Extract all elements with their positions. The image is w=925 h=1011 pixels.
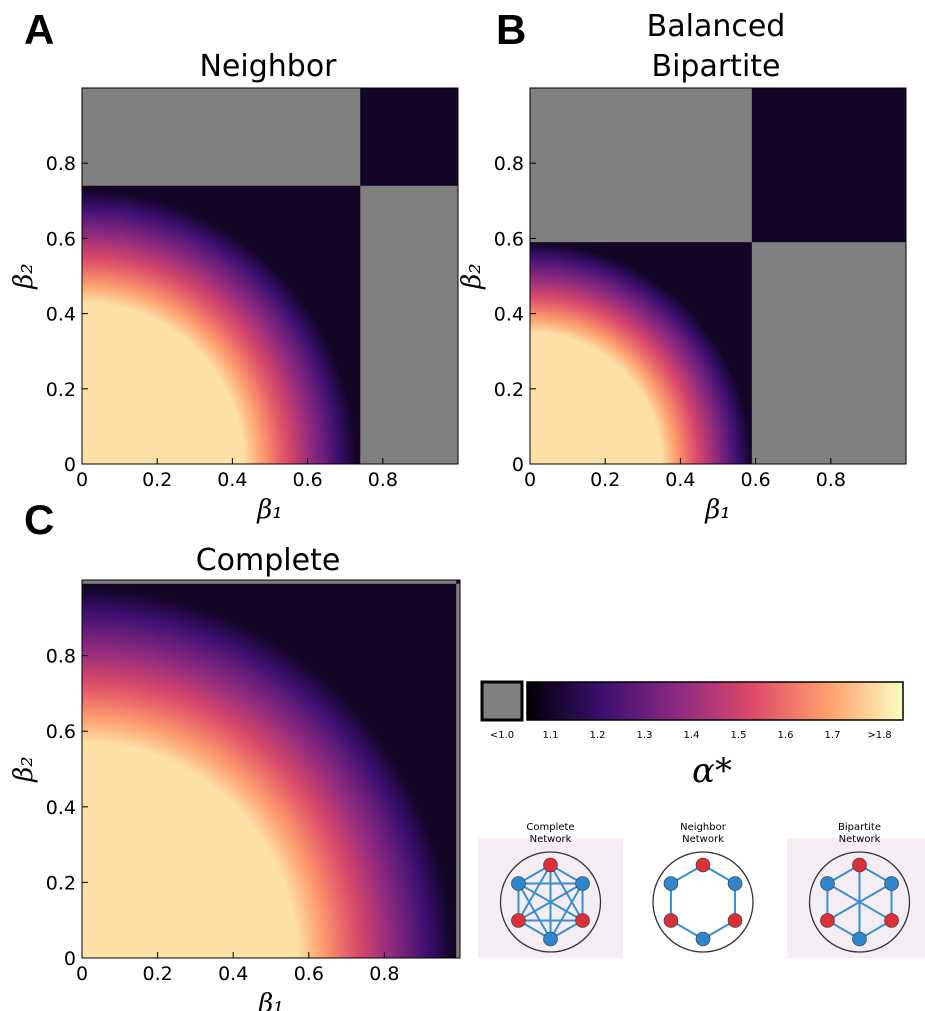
- y-axis-label: β₂: [9, 263, 39, 289]
- network-node: [852, 857, 867, 873]
- y-tick-label: 0.4: [494, 304, 524, 326]
- network-node: [695, 857, 711, 873]
- heat-field: [530, 242, 752, 464]
- network-node: [884, 913, 899, 928]
- x-tick-label: 0.2: [142, 963, 172, 985]
- x-tick-label: 0.4: [218, 963, 248, 985]
- network-node: [695, 931, 711, 947]
- x-tick-label: 0.4: [665, 469, 695, 491]
- x-tick-label: 0.2: [142, 469, 172, 491]
- y-tick-label: 0.8: [494, 153, 524, 175]
- y-axis-label: β₂: [9, 756, 39, 782]
- network-label: Network: [839, 834, 881, 845]
- x-axis-label: β₁: [257, 989, 283, 1011]
- y-tick-label: 0.8: [46, 153, 76, 175]
- colorbar-tick-label: 1.1: [543, 730, 559, 741]
- y-tick-label: 0.6: [46, 228, 76, 250]
- colorbar-label: α*: [692, 751, 732, 791]
- heat-corner: [360, 88, 458, 186]
- x-tick-label: 0: [76, 963, 88, 985]
- network-label: Bipartite: [838, 822, 881, 833]
- y-tick-label: 0: [64, 454, 76, 476]
- x-axis-label: β₁: [704, 495, 730, 525]
- panel-letter: A: [24, 6, 54, 53]
- network-node: [511, 913, 526, 928]
- heat-field: [82, 583, 457, 958]
- x-tick-label: 0.6: [292, 469, 322, 491]
- network-node: [575, 913, 590, 928]
- x-tick-label: 0.6: [294, 963, 324, 985]
- network-node: [543, 857, 558, 873]
- network-label: Neighbor: [680, 822, 727, 833]
- y-tick-label: 0: [64, 948, 76, 970]
- y-tick-label: 0.4: [46, 304, 76, 326]
- network-label: Complete: [526, 822, 574, 833]
- colorbar: [526, 681, 904, 721]
- panel-title: Complete: [196, 543, 341, 578]
- network-outline: [652, 851, 754, 953]
- colorbar-tick-label: 1.4: [684, 730, 700, 741]
- network-node: [727, 913, 743, 928]
- colorbar-tick-label: 1.5: [731, 730, 747, 741]
- y-tick-label: 0.2: [46, 872, 76, 894]
- network-node: [820, 876, 835, 891]
- panel-letter: B: [496, 6, 526, 53]
- network-edge: [517, 882, 584, 922]
- panel-title: Bipartite: [652, 49, 781, 84]
- network-label: Network: [530, 834, 572, 845]
- network-edge: [826, 882, 893, 922]
- y-tick-label: 0.2: [494, 379, 524, 401]
- colorbar-tick-label: 1.3: [637, 730, 653, 741]
- heat-corner: [456, 580, 460, 584]
- colorbar-tick-label: 1.6: [778, 730, 794, 741]
- x-tick-label: 0.8: [369, 963, 399, 985]
- x-tick-label: 0: [524, 469, 536, 491]
- x-tick-label: 0.4: [217, 469, 247, 491]
- x-tick-label: 0: [76, 469, 88, 491]
- network-node: [852, 931, 867, 947]
- network-node: [575, 876, 590, 891]
- panel-letter: C: [24, 496, 54, 543]
- under-swatch: [480, 680, 524, 722]
- y-tick-label: 0.4: [46, 797, 76, 819]
- network-node: [820, 913, 835, 928]
- network-node: [727, 876, 743, 891]
- network-node: [511, 876, 526, 891]
- plot-frame: [529, 87, 907, 465]
- network-label: Network: [682, 834, 724, 845]
- x-axis-label: β₁: [256, 495, 282, 525]
- network-node: [543, 931, 558, 947]
- panel-title: Balanced: [647, 9, 786, 44]
- network-outline: [808, 851, 911, 953]
- network-node: [663, 913, 679, 928]
- y-tick-label: 0.8: [46, 646, 76, 668]
- heat-field: [82, 185, 361, 464]
- y-tick-label: 0.6: [494, 228, 524, 250]
- network-node: [663, 876, 679, 891]
- y-tick-label: 0.2: [46, 379, 76, 401]
- y-tick-label: 0.6: [46, 721, 76, 743]
- y-axis-label: β₂: [457, 263, 487, 289]
- panel-title: Neighbor: [199, 49, 337, 84]
- x-tick-label: 0.8: [368, 469, 398, 491]
- network-edge: [517, 882, 552, 940]
- plot-frame: [81, 579, 461, 959]
- x-tick-label: 0.2: [590, 469, 620, 491]
- x-tick-label: 0.6: [740, 469, 770, 491]
- colorbar-tick-label: 1.7: [825, 730, 841, 741]
- colorbar-tick-label: 1.2: [590, 730, 606, 741]
- network-node: [884, 876, 899, 891]
- y-tick-label: 0: [512, 454, 524, 476]
- network-outline: [499, 851, 602, 953]
- heat-corner: [751, 88, 906, 243]
- plot-frame: [81, 87, 459, 465]
- colorbar-tick-label: <1.0: [490, 730, 514, 741]
- colorbar-tick-label: >1.8: [867, 730, 891, 741]
- x-tick-label: 0.8: [816, 469, 846, 491]
